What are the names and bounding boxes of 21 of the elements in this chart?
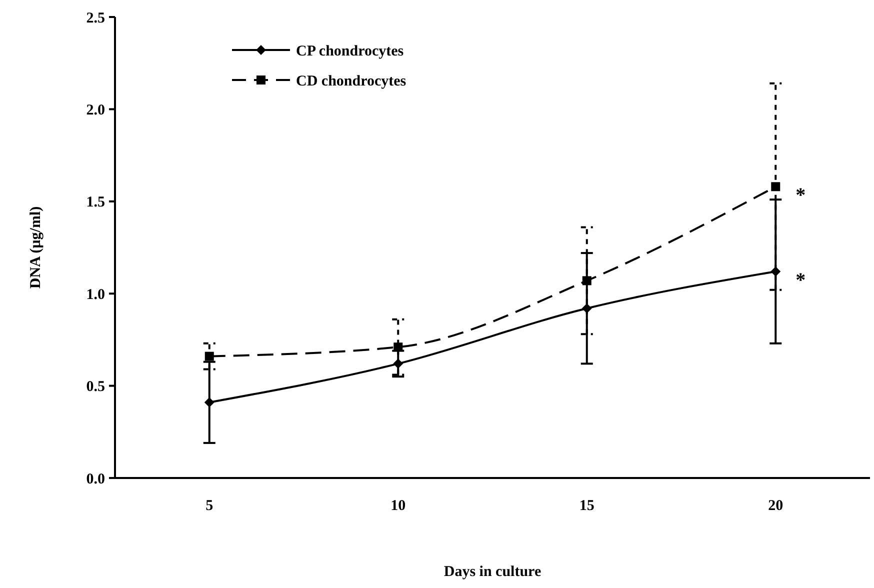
legend-label: CP chondrocytes: [296, 43, 404, 60]
x-axis-title: Days in culture: [444, 564, 542, 580]
x-tick-label: 10: [390, 498, 406, 514]
point: [204, 352, 214, 361]
annotation: *: [796, 184, 806, 207]
x-tick-label: 15: [579, 498, 594, 514]
point: [204, 397, 214, 408]
y-tick-label: 1.5: [86, 194, 105, 211]
y-tick-label: 2.5: [86, 10, 105, 26]
point: [582, 276, 592, 286]
y-tick-label: 0.0: [86, 471, 105, 488]
point: [394, 342, 403, 352]
x-tick-label: 20: [768, 498, 784, 514]
y-tick-label: 0.5: [86, 379, 105, 396]
annotation: *: [796, 269, 806, 292]
y-tick-label: 2.0: [86, 102, 105, 118]
y-tick-label: 1.0: [86, 286, 105, 303]
legend-label: CD chondrocytes: [296, 73, 406, 90]
point: [771, 182, 780, 192]
y-axis-title: DNA (μg/ml): [28, 206, 44, 289]
x-tick-label: 5: [206, 498, 214, 514]
